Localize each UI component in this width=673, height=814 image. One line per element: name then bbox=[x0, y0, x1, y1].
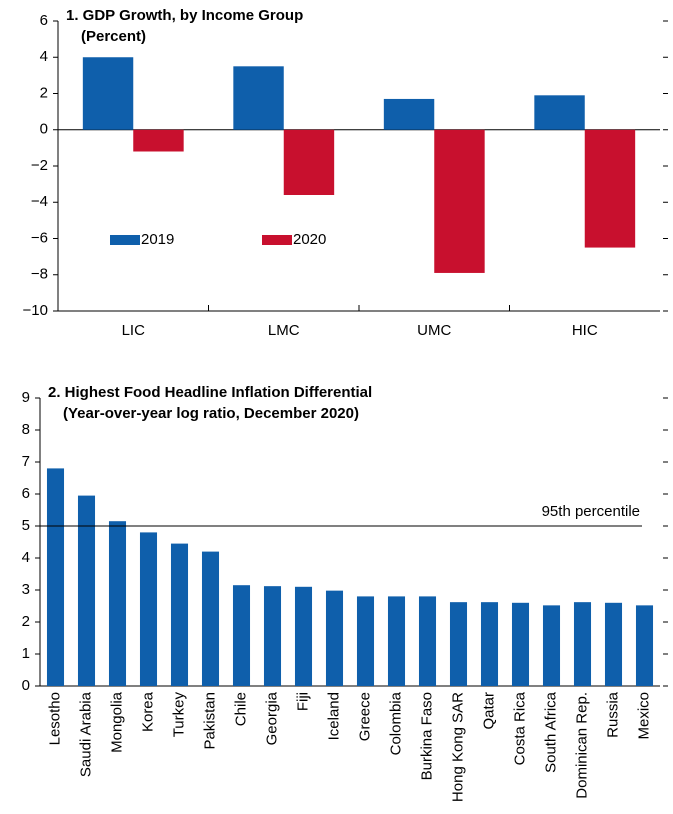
bar bbox=[480, 602, 499, 686]
x-tick-label: Costa Rica bbox=[511, 691, 528, 765]
y-tick-label: −6 bbox=[31, 229, 48, 246]
y-tick-label: 0 bbox=[22, 677, 30, 694]
bar bbox=[46, 468, 65, 686]
y-tick-label: 4 bbox=[40, 48, 48, 65]
y-tick-label: −2 bbox=[31, 157, 48, 174]
y-tick-label: 5 bbox=[22, 517, 30, 534]
bar bbox=[294, 586, 313, 686]
bar bbox=[170, 543, 189, 686]
bar bbox=[604, 602, 623, 686]
bar bbox=[201, 551, 220, 686]
chart-title: 1. GDP Growth, by Income Group bbox=[66, 7, 303, 24]
bar bbox=[418, 596, 437, 686]
legend-label: 2020 bbox=[293, 231, 326, 248]
legend-swatch bbox=[110, 235, 140, 245]
y-tick-label: −10 bbox=[23, 302, 48, 319]
bar bbox=[387, 596, 406, 686]
x-tick-label: Qatar bbox=[480, 692, 497, 730]
bar bbox=[534, 95, 585, 130]
x-tick-label: Turkey bbox=[170, 692, 187, 738]
legend-label: 2019 bbox=[141, 231, 174, 248]
y-tick-label: 2 bbox=[40, 84, 48, 101]
x-tick-label: Mongolia bbox=[108, 691, 125, 753]
y-tick-label: −4 bbox=[31, 193, 48, 210]
chart-subtitle: (Percent) bbox=[81, 28, 146, 45]
reference-label: 95th percentile bbox=[542, 503, 640, 520]
x-tick-label: LIC bbox=[122, 322, 146, 339]
bar bbox=[511, 602, 530, 686]
y-tick-label: 6 bbox=[22, 485, 30, 502]
x-tick-label: Greece bbox=[356, 692, 373, 741]
bar bbox=[325, 590, 344, 686]
x-tick-label: Dominican Rep. bbox=[573, 692, 590, 799]
x-tick-label: Hong Kong SAR bbox=[449, 692, 466, 802]
bar bbox=[635, 605, 654, 686]
bar bbox=[232, 585, 251, 686]
y-tick-label: 2 bbox=[22, 613, 30, 630]
bar bbox=[573, 602, 592, 686]
chart-subtitle: (Year-over-year log ratio, December 2020… bbox=[63, 405, 359, 422]
bar bbox=[584, 129, 636, 248]
bar bbox=[108, 521, 127, 686]
bar bbox=[542, 605, 561, 686]
x-tick-label: Lesotho bbox=[46, 692, 63, 745]
x-tick-label: Iceland bbox=[325, 692, 342, 740]
x-tick-label: Mexico bbox=[635, 692, 652, 740]
bar bbox=[77, 495, 96, 686]
x-tick-label: Georgia bbox=[263, 691, 280, 745]
bar bbox=[133, 129, 184, 152]
bar bbox=[356, 596, 375, 686]
bar bbox=[449, 602, 468, 686]
y-tick-label: 6 bbox=[40, 12, 48, 29]
x-tick-label: Fiji bbox=[294, 692, 311, 711]
y-tick-label: 8 bbox=[22, 421, 30, 438]
x-tick-label: Pakistan bbox=[201, 692, 218, 750]
x-tick-label: LMC bbox=[268, 322, 300, 339]
legend-swatch bbox=[262, 235, 292, 245]
x-tick-label: HIC bbox=[572, 322, 598, 339]
bar bbox=[82, 57, 134, 130]
x-tick-label: Burkina Faso bbox=[418, 692, 435, 780]
x-tick-label: Colombia bbox=[387, 691, 404, 755]
y-tick-label: 3 bbox=[22, 581, 30, 598]
y-tick-label: 9 bbox=[22, 389, 30, 406]
x-tick-label: Saudi Arabia bbox=[77, 691, 94, 777]
chart-title: 2. Highest Food Headline Inflation Diffe… bbox=[48, 384, 372, 401]
bar bbox=[263, 586, 282, 686]
y-tick-label: 4 bbox=[22, 549, 30, 566]
x-tick-label: Chile bbox=[232, 692, 249, 726]
y-tick-label: 7 bbox=[22, 453, 30, 470]
y-tick-label: 1 bbox=[22, 645, 30, 662]
bar bbox=[283, 129, 335, 195]
y-tick-label: −8 bbox=[31, 266, 48, 283]
x-tick-label: UMC bbox=[417, 322, 451, 339]
y-tick-label: 0 bbox=[40, 121, 48, 138]
bar bbox=[139, 532, 158, 686]
x-tick-label: South Africa bbox=[542, 691, 559, 773]
bar bbox=[383, 98, 435, 130]
bar bbox=[434, 129, 485, 273]
x-tick-label: Russia bbox=[604, 691, 621, 738]
bar bbox=[233, 66, 284, 130]
x-tick-label: Korea bbox=[139, 691, 156, 732]
